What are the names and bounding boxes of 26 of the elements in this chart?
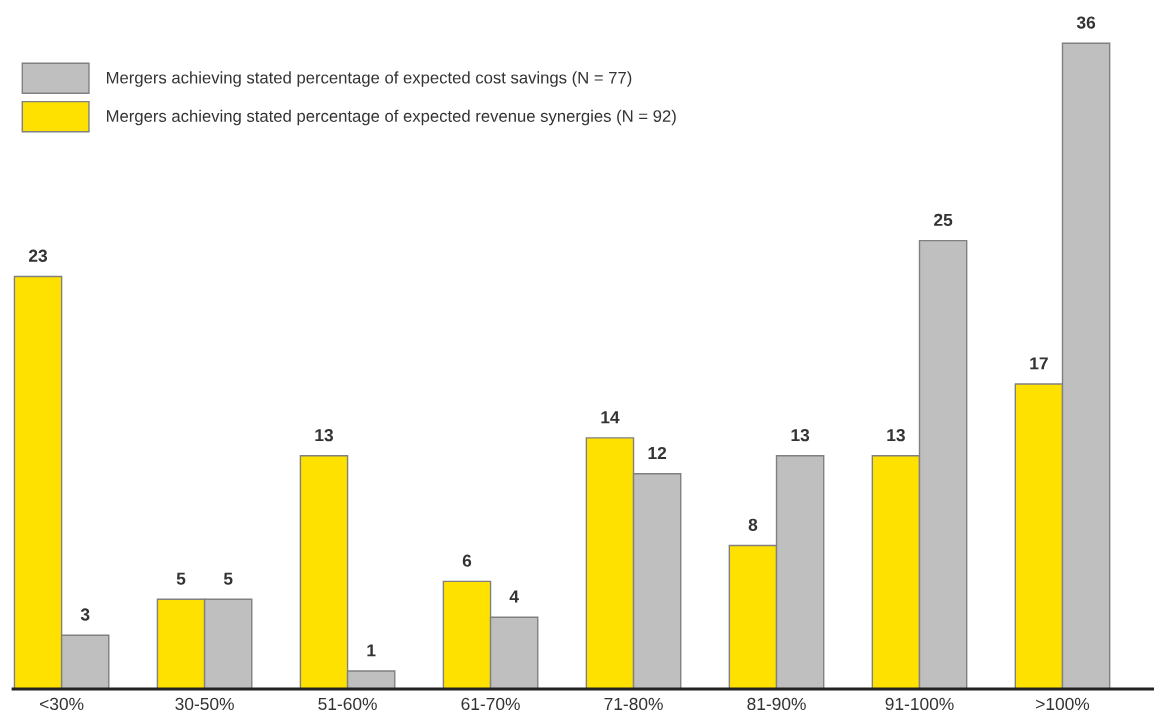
data-label: 5 — [223, 572, 233, 585]
data-label: 12 — [648, 446, 667, 460]
x-tick-label: 30-50% — [175, 697, 234, 711]
data-label: 36 — [1076, 16, 1096, 29]
x-tick-label: 51-60% — [318, 697, 377, 711]
data-label: 13 — [887, 428, 905, 442]
data-label: 8 — [748, 518, 758, 531]
data-label: 6 — [462, 554, 472, 567]
data-label: 3 — [80, 608, 90, 621]
x-tick-label: 61-70% — [461, 697, 520, 711]
x-tick-label: 91-100% — [885, 697, 954, 711]
data-label: 23 — [28, 249, 48, 262]
data-label: 25 — [934, 213, 953, 227]
data-label: 14 — [601, 411, 620, 424]
data-label: 13 — [315, 428, 334, 442]
data-label: 1 — [367, 644, 376, 657]
data-label: 17 — [1030, 357, 1048, 370]
legend-label: Mergers achieving stated percentage of expected cost savings (N = 77) — [107, 71, 632, 87]
legend-label: Mergers achieving stated percentage of expected revenue synergies (N = 92) — [107, 109, 676, 126]
x-tick-label: <30% — [40, 697, 84, 711]
data-label: 4 — [509, 590, 519, 603]
x-tick-label: 71-80% — [604, 697, 663, 711]
x-tick-label: 81-90% — [747, 697, 806, 711]
data-label: 5 — [176, 572, 186, 585]
x-tick-label: >100% — [1036, 697, 1090, 711]
data-label: 13 — [791, 428, 810, 442]
